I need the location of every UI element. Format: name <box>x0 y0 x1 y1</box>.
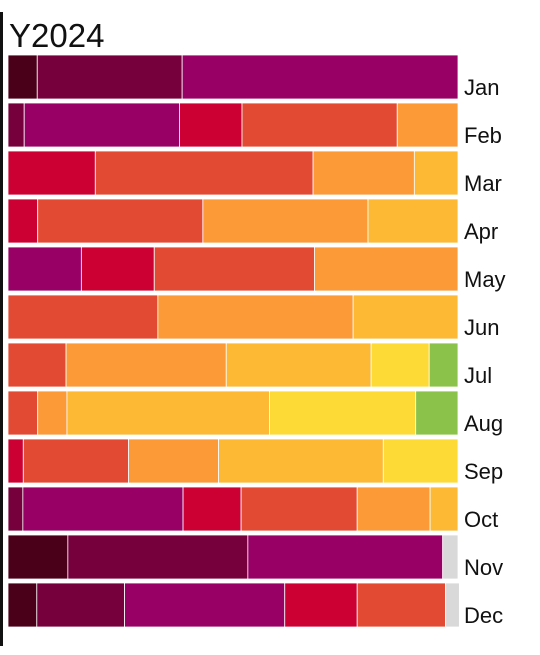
bar-segment-sep-7 <box>218 438 384 484</box>
bar-segment-may-5 <box>153 246 315 292</box>
tick-label-sep: Sep <box>464 459 503 484</box>
bar-segment-sep-6 <box>128 438 220 484</box>
bar-segment-nov-10 <box>442 534 459 580</box>
bar-segment-dec-5 <box>356 582 446 628</box>
bar-segment-jan-2 <box>36 54 183 100</box>
bar-segment-may-4 <box>80 246 155 292</box>
tick-label-feb: Feb <box>464 123 502 148</box>
bar-segment-nov-2 <box>67 534 249 580</box>
bar-segment-aug-5 <box>7 390 39 436</box>
bar-segment-sep-4 <box>7 438 24 484</box>
bar-segment-feb-2 <box>7 102 25 148</box>
bar-segment-mar-6 <box>312 150 415 196</box>
bar-segment-oct-6 <box>356 486 431 532</box>
bar-segment-mar-4 <box>7 150 96 196</box>
chart-frame <box>0 12 3 646</box>
bar-segment-oct-4 <box>182 486 242 532</box>
bar-segment-dec-1 <box>7 582 38 628</box>
tick-label-aug: Aug <box>464 411 503 436</box>
tick-label-apr: Apr <box>464 219 498 244</box>
bar-segment-aug-8 <box>269 390 417 436</box>
bar-segment-oct-3 <box>22 486 184 532</box>
bar-segment-may-3 <box>7 246 82 292</box>
bar-segment-nov-3 <box>247 534 444 580</box>
bar-segment-dec-3 <box>124 582 286 628</box>
bar-segment-apr-5 <box>37 198 204 244</box>
bar-segment-feb-5 <box>241 102 398 148</box>
tick-label-jul: Jul <box>464 363 492 388</box>
bar-segment-aug-9 <box>415 390 459 436</box>
bar-segment-jun-5 <box>7 294 159 340</box>
bar-segment-mar-7 <box>413 150 459 196</box>
bar-segment-jul-7 <box>225 342 372 388</box>
bar-segment-jun-7 <box>352 294 459 340</box>
bar-segment-sep-5 <box>22 438 130 484</box>
bar-segment-jul-5 <box>7 342 67 388</box>
bar-segment-apr-6 <box>202 198 369 244</box>
bar-segment-oct-5 <box>240 486 358 532</box>
bar-segment-may-6 <box>314 246 459 292</box>
bar-segment-dec-4 <box>284 582 358 628</box>
bar-segment-jul-9 <box>428 342 459 388</box>
bar-segment-aug-7 <box>66 390 270 436</box>
chart-title: Y2024 <box>9 17 105 54</box>
bar-segment-feb-6 <box>396 102 459 148</box>
bar-segment-aug-6 <box>37 390 68 436</box>
tick-label-oct: Oct <box>464 507 498 532</box>
bar-segment-jan-1 <box>7 54 38 100</box>
bar-segment-jun-6 <box>157 294 354 340</box>
tick-label-mar: Mar <box>464 171 502 196</box>
bar-segment-mar-5 <box>94 150 314 196</box>
tick-label-dec: Dec <box>464 603 503 628</box>
tick-label-may: May <box>464 267 506 292</box>
tick-label-jan: Jan <box>464 75 499 100</box>
bar-segment-oct-2 <box>7 486 24 532</box>
bar-segment-oct-7 <box>429 486 459 532</box>
bar-segment-dec-2 <box>36 582 125 628</box>
bar-segment-dec-10 <box>444 582 460 628</box>
tick-label-jun: Jun <box>464 315 499 340</box>
bar-segment-jan-3 <box>181 54 459 100</box>
bar-segment-feb-3 <box>23 102 180 148</box>
bar-segment-jul-8 <box>370 342 430 388</box>
bar-segment-nov-1 <box>7 534 69 580</box>
bar-segment-apr-7 <box>367 198 459 244</box>
bar-segment-feb-4 <box>179 102 243 148</box>
bar-segment-apr-4 <box>7 198 39 244</box>
tick-label-nov: Nov <box>464 555 503 580</box>
bar-segment-sep-8 <box>382 438 459 484</box>
bar-segment-jul-6 <box>65 342 227 388</box>
